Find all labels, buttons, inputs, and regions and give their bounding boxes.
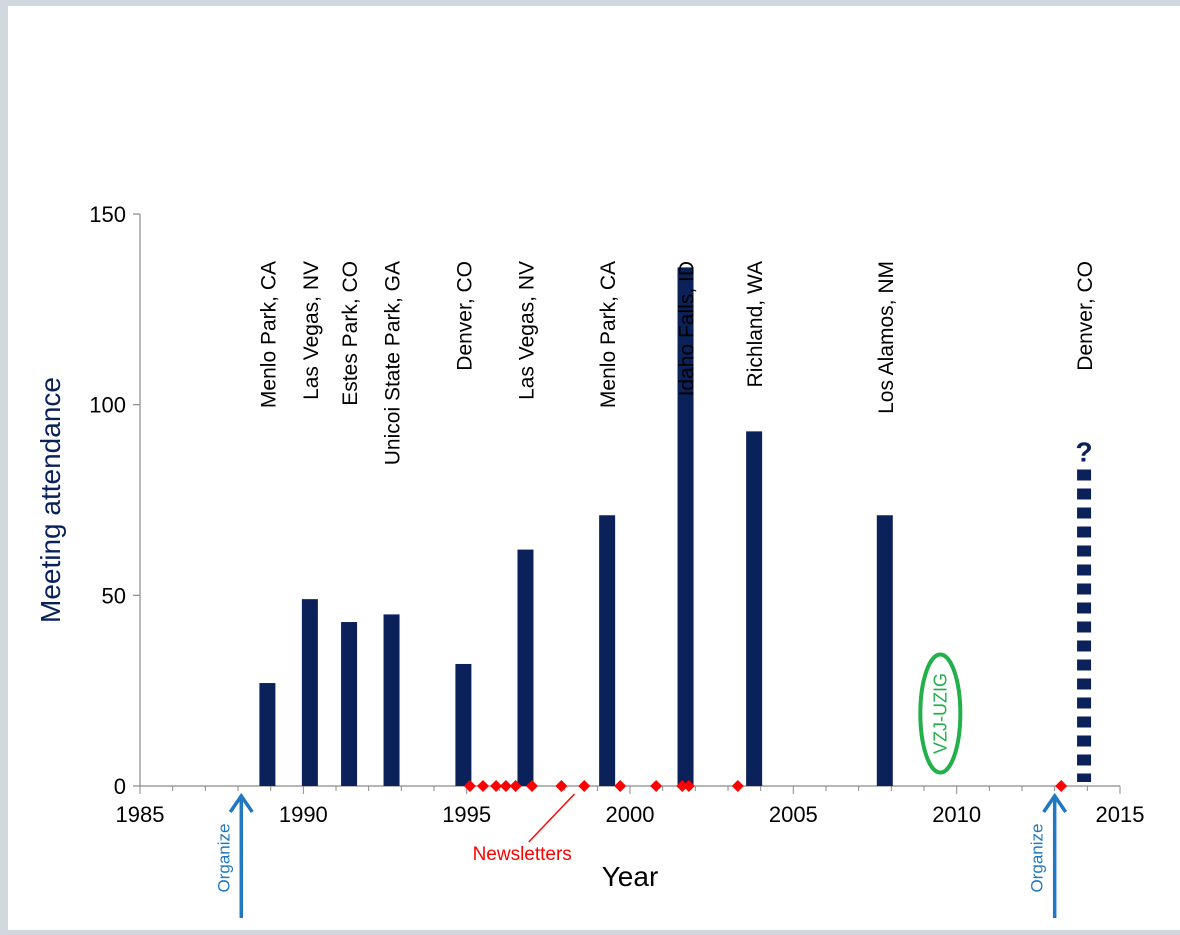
- newsletter-marker: [463, 780, 476, 792]
- projected-bar-dash: [1077, 602, 1092, 614]
- newsletter-marker: [676, 780, 689, 792]
- organize-arrow-head: [228, 792, 254, 813]
- location-label-projected: Denver, CO: [1074, 261, 1097, 371]
- attendance-bar: [677, 267, 694, 786]
- projected-bar-dash: [1077, 716, 1092, 728]
- annotations: ? Newsletters Organize Organize VZJ-UZIG: [214, 436, 1093, 918]
- attendance-bar: [383, 614, 400, 786]
- location-label: Idaho Falls, ID: [676, 261, 699, 396]
- projected-bar: [1077, 469, 1092, 782]
- newsletter-marker: [555, 780, 568, 792]
- location-label: Estes Park, CO: [339, 261, 362, 406]
- newsletter-marker: [731, 780, 744, 792]
- y-tick-label: 0: [114, 774, 126, 799]
- projected-bar-dash: [1077, 469, 1092, 481]
- x-axis-title: Year: [602, 861, 659, 892]
- newsletter-marker: [650, 780, 663, 792]
- location-label: Menlo Park, CA: [597, 261, 620, 408]
- newsletter-marker: [682, 780, 695, 792]
- newsletter-marker: [477, 780, 489, 792]
- location-labels: Menlo Park, CA Las Vegas, NV Estes Park, C…: [257, 261, 1097, 465]
- y-tick-label: 150: [89, 202, 126, 227]
- chart-panel: 0 50 100 150 1985 1990 1995 2000 2005 2010 2015 Mee…: [8, 6, 1180, 930]
- projected-bar-dash: [1077, 621, 1092, 633]
- x-tick-label: 2005: [769, 802, 818, 827]
- y-tick-label: 50: [102, 583, 126, 608]
- x-tick-label: 2015: [1096, 802, 1145, 827]
- location-label: Menlo Park, CA: [257, 261, 280, 408]
- projected-question-mark: ?: [1076, 436, 1093, 467]
- projected-bar-dash: [1077, 526, 1092, 538]
- x-tick-label: 2000: [606, 802, 655, 827]
- newsletters-label: Newsletters: [473, 844, 572, 865]
- x-tick-label: 1995: [442, 802, 491, 827]
- axes: 0 50 100 150 1985 1990 1995 2000 2005 2010 2015 Mee…: [35, 202, 1144, 892]
- attendance-chart: 0 50 100 150 1985 1990 1995 2000 2005 2010 2015 Mee…: [35, 202, 1144, 918]
- vzj-uzig-ellipse: [918, 652, 963, 775]
- attendance-bar: [341, 622, 358, 786]
- projected-bar-dash: [1077, 735, 1092, 747]
- attendance-bar: [876, 515, 893, 786]
- projected-bar-dash: [1077, 697, 1092, 709]
- location-label: Los Alamos, NM: [875, 261, 898, 414]
- x-tick-label: 1990: [279, 802, 328, 827]
- newsletter-marker: [490, 780, 503, 792]
- attendance-bar: [455, 663, 472, 786]
- projected-bar-dash: [1077, 754, 1092, 766]
- organize-label: Organize: [1028, 824, 1047, 893]
- attendance-bar: [746, 431, 763, 786]
- location-label: Denver, CO: [453, 261, 476, 371]
- projected-bar-dash: [1077, 678, 1092, 690]
- newsletter-marker: [499, 780, 512, 792]
- projected-bar-dash: [1077, 773, 1092, 782]
- newsletters-callout-line: [528, 793, 575, 843]
- location-label: Richland, WA: [744, 261, 767, 387]
- newsletter-marker: [578, 780, 591, 792]
- x-tick-label: 2010: [932, 802, 981, 827]
- location-label: Unicoi State Park, GA: [382, 261, 405, 465]
- y-axis-title: Meeting attendance: [35, 377, 66, 623]
- attendance-bar: [301, 599, 318, 786]
- bars: [259, 267, 1092, 786]
- attendance-bar: [517, 549, 534, 786]
- projected-bar-dash: [1077, 640, 1092, 652]
- y-tick-label: 100: [89, 393, 126, 418]
- projected-bar-dash: [1077, 583, 1092, 595]
- projected-bar-dash: [1077, 507, 1092, 519]
- location-label: Las Vegas, NV: [515, 261, 538, 400]
- projected-bar-dash: [1077, 488, 1092, 500]
- projected-bar-dash: [1077, 564, 1092, 576]
- newsletter-markers: [463, 780, 1068, 792]
- newsletter-marker: [526, 780, 538, 792]
- organize-arrow-head: [1042, 792, 1068, 813]
- organize-label: Organize: [214, 824, 233, 893]
- location-label: Las Vegas, NV: [300, 261, 323, 400]
- projected-bar-dash: [1077, 545, 1092, 557]
- newsletter-marker: [1055, 780, 1068, 792]
- attendance-bar: [599, 515, 616, 786]
- projected-bar-dash: [1077, 659, 1092, 671]
- attendance-bar: [259, 683, 276, 786]
- x-tick-label: 1985: [116, 802, 165, 827]
- newsletter-marker: [509, 780, 522, 792]
- vzj-uzig-label: VZJ-UZIG: [930, 673, 950, 754]
- newsletter-marker: [614, 780, 627, 792]
